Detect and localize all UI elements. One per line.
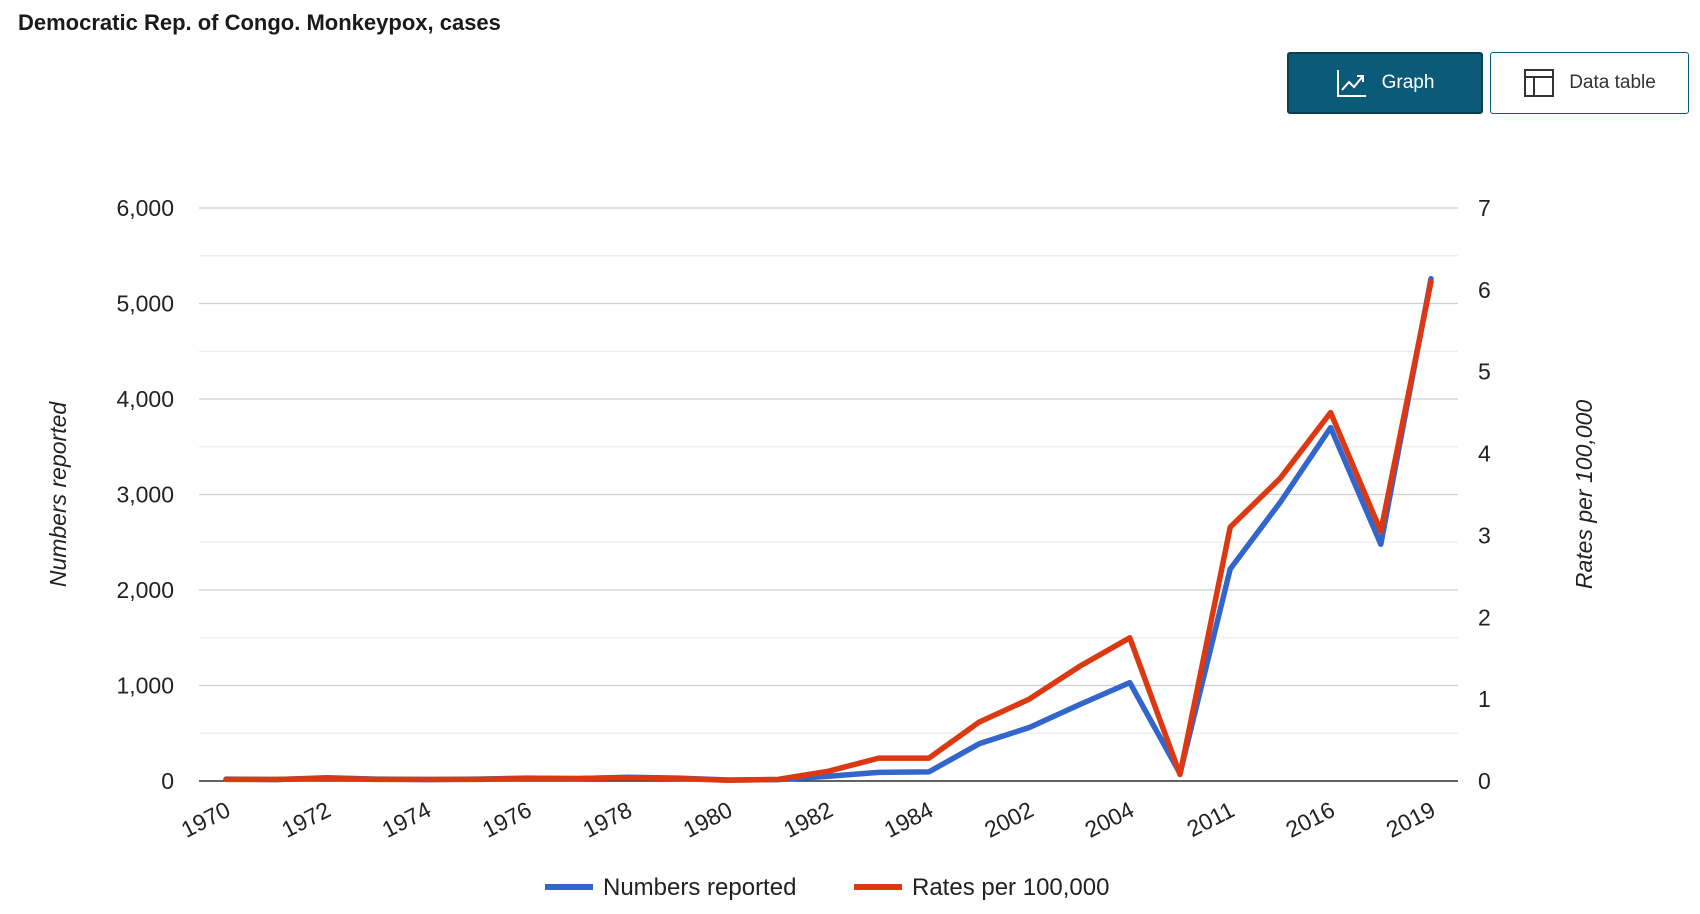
y-right-tick-label: 2 (1478, 604, 1491, 630)
data-table-button-label: Data table (1569, 72, 1656, 93)
x-tick-label: 1978 (579, 796, 636, 842)
legend: Numbers reported Rates per 100,000 (545, 874, 1109, 901)
y-axis-right: 0 1 2 3 4 5 6 7 (1478, 195, 1491, 794)
graph-button-label: Graph (1381, 72, 1435, 93)
x-tick-label: 1976 (478, 796, 535, 842)
x-axis: 1970 1972 1974 1976 1978 1980 1982 1984 2002 2004… (177, 796, 1439, 842)
y-right-tick-label: 4 (1478, 441, 1491, 467)
trend-chart-icon (1336, 68, 1368, 98)
y-left-tick-label: 3,000 (116, 482, 174, 508)
x-tick-label: 1972 (277, 796, 334, 842)
y-left-tick-label: 4,000 (116, 386, 174, 412)
page-title: Democratic Rep. of Congo. Monkeypox, cas… (18, 10, 501, 35)
x-tick-label: 2019 (1382, 796, 1439, 842)
y-right-tick-label: 6 (1478, 277, 1491, 303)
y-right-tick-label: 1 (1478, 686, 1491, 712)
table-icon (1523, 68, 1555, 98)
x-tick-label: 1980 (679, 796, 736, 842)
x-tick-label: 2011 (1183, 796, 1239, 842)
series-lines (223, 275, 1434, 783)
y-left-tick-label: 5,000 (116, 291, 174, 317)
x-tick-label: 2016 (1281, 796, 1338, 842)
y-right-tick-label: 7 (1478, 195, 1491, 221)
line-chart: 0 1,000 2,000 3,000 4,000 5,000 6,000 0 1 2 3 4 5 6 7… (45, 195, 1597, 901)
y-left-tick-label: 2,000 (116, 577, 174, 603)
y-right-tick-label: 0 (1478, 768, 1491, 794)
data-table-button[interactable]: Data table (1490, 52, 1689, 114)
y-axis-right-title: Rates per 100,000 (1571, 400, 1597, 589)
y-right-tick-label: 3 (1478, 522, 1491, 548)
x-tick-label: 2002 (980, 796, 1037, 842)
legend-label: Numbers reported (603, 874, 796, 901)
legend-label: Rates per 100,000 (912, 874, 1109, 901)
x-tick-label: 1982 (779, 796, 836, 842)
x-tick-label: 1970 (177, 796, 234, 842)
y-left-tick-label: 1,000 (116, 673, 174, 699)
x-tick-label: 1984 (880, 796, 938, 842)
y-left-tick-label: 6,000 (116, 195, 174, 221)
series-line-rates-per-100-000 (223, 278, 1434, 783)
y-axis-left: 0 1,000 2,000 3,000 4,000 5,000 6,000 (116, 195, 174, 794)
y-axis-left-title: Numbers reported (45, 401, 71, 588)
gridlines (199, 207, 1458, 782)
graph-button[interactable]: Graph (1287, 52, 1483, 114)
x-tick-label: 2004 (1081, 796, 1139, 842)
series-line-numbers-reported (223, 275, 1434, 783)
y-right-tick-label: 5 (1478, 359, 1491, 385)
y-left-tick-label: 0 (161, 768, 174, 794)
x-tick-label: 1974 (378, 796, 436, 842)
